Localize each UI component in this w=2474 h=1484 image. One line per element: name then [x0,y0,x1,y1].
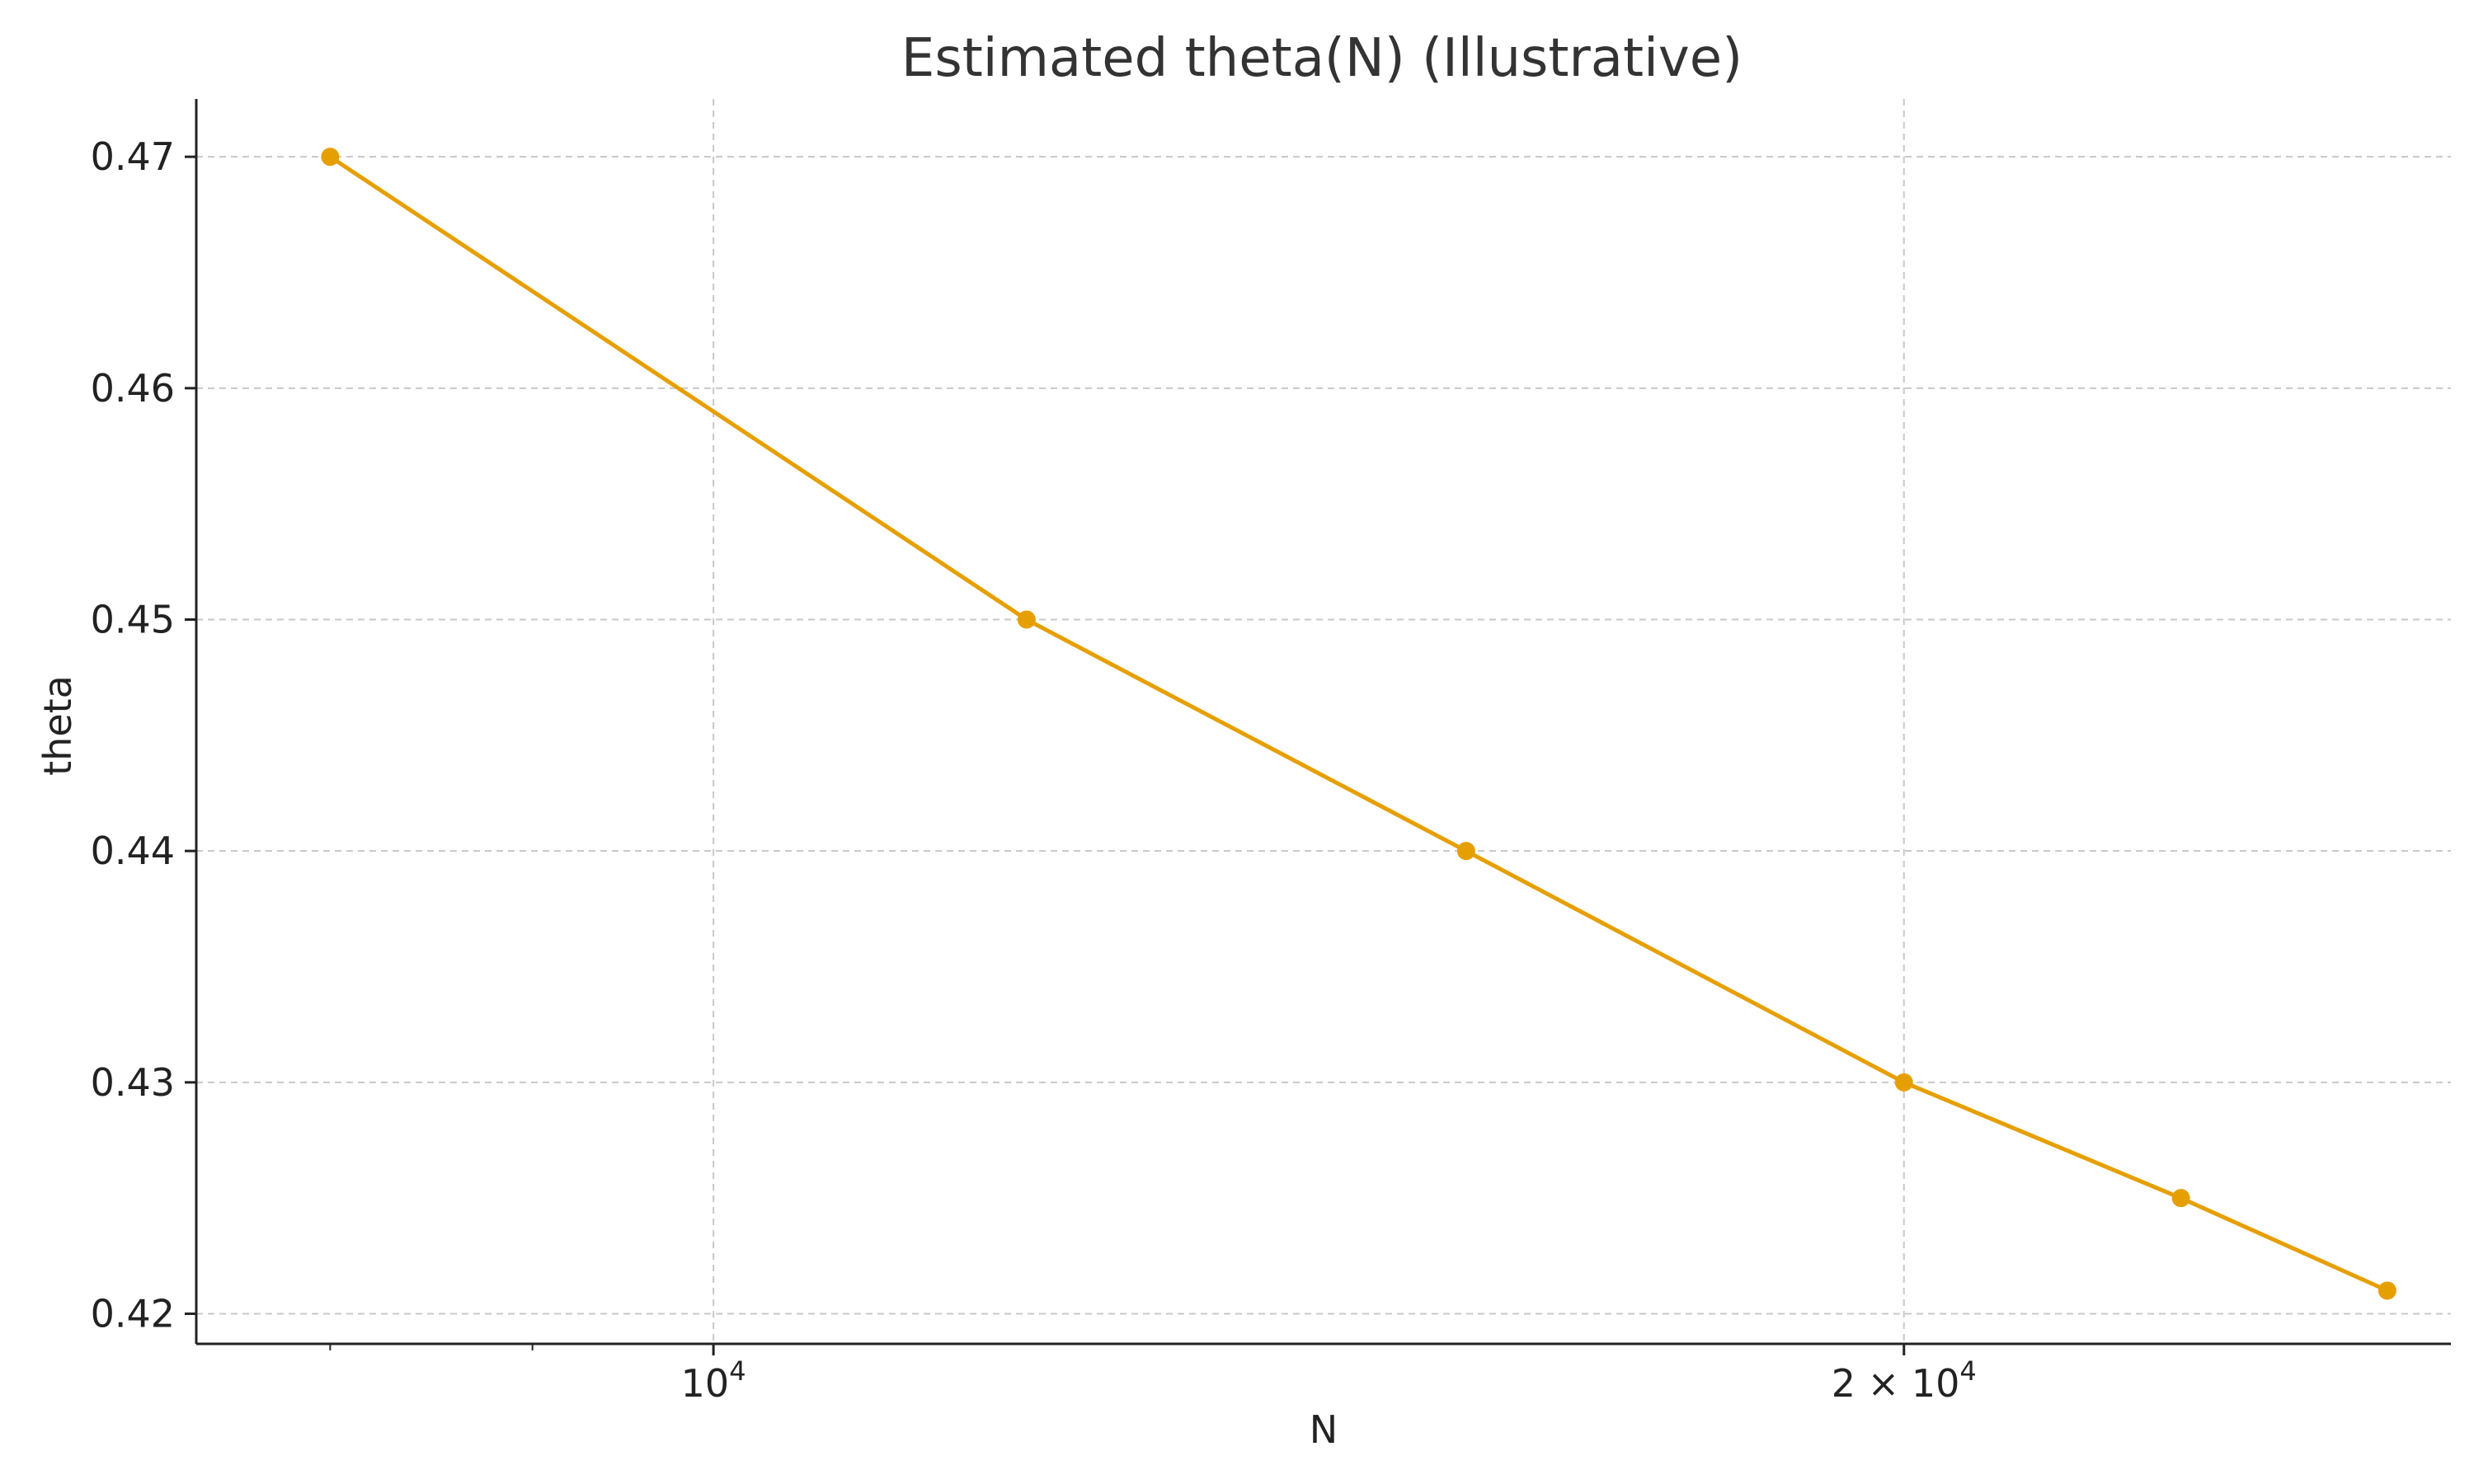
x-tick-label: 104 [681,1355,746,1406]
grid [196,99,2451,1344]
data-point [1894,1073,1913,1092]
x-tick-label: 2 × 104 [1832,1355,1977,1406]
ticks: 0.42 0.43 0.44 0.45 0.46 0.47 104 2 × 104 [91,134,1977,1406]
data-point [321,148,340,167]
y-tick-label: 0.47 [91,134,175,179]
y-axis-label: theta [35,675,80,776]
y-tick-label: 0.45 [91,598,175,642]
y-tick-label: 0.42 [91,1292,175,1336]
data-point [1017,610,1036,629]
series-layer [321,148,2396,1300]
y-tick-label: 0.46 [91,366,175,411]
data-point [2378,1281,2396,1300]
series-line [329,155,2388,1293]
y-tick-label: 0.44 [91,829,175,873]
data-point [2171,1189,2190,1208]
x-axis-label: N [1310,1407,1338,1452]
data-point [1456,842,1475,861]
y-tick-label: 0.43 [91,1060,175,1105]
chart-title: Estimated theta(N) (Illustrative) [901,28,1743,89]
